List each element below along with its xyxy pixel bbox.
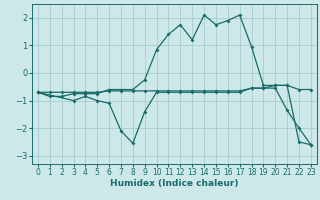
X-axis label: Humidex (Indice chaleur): Humidex (Indice chaleur): [110, 179, 239, 188]
